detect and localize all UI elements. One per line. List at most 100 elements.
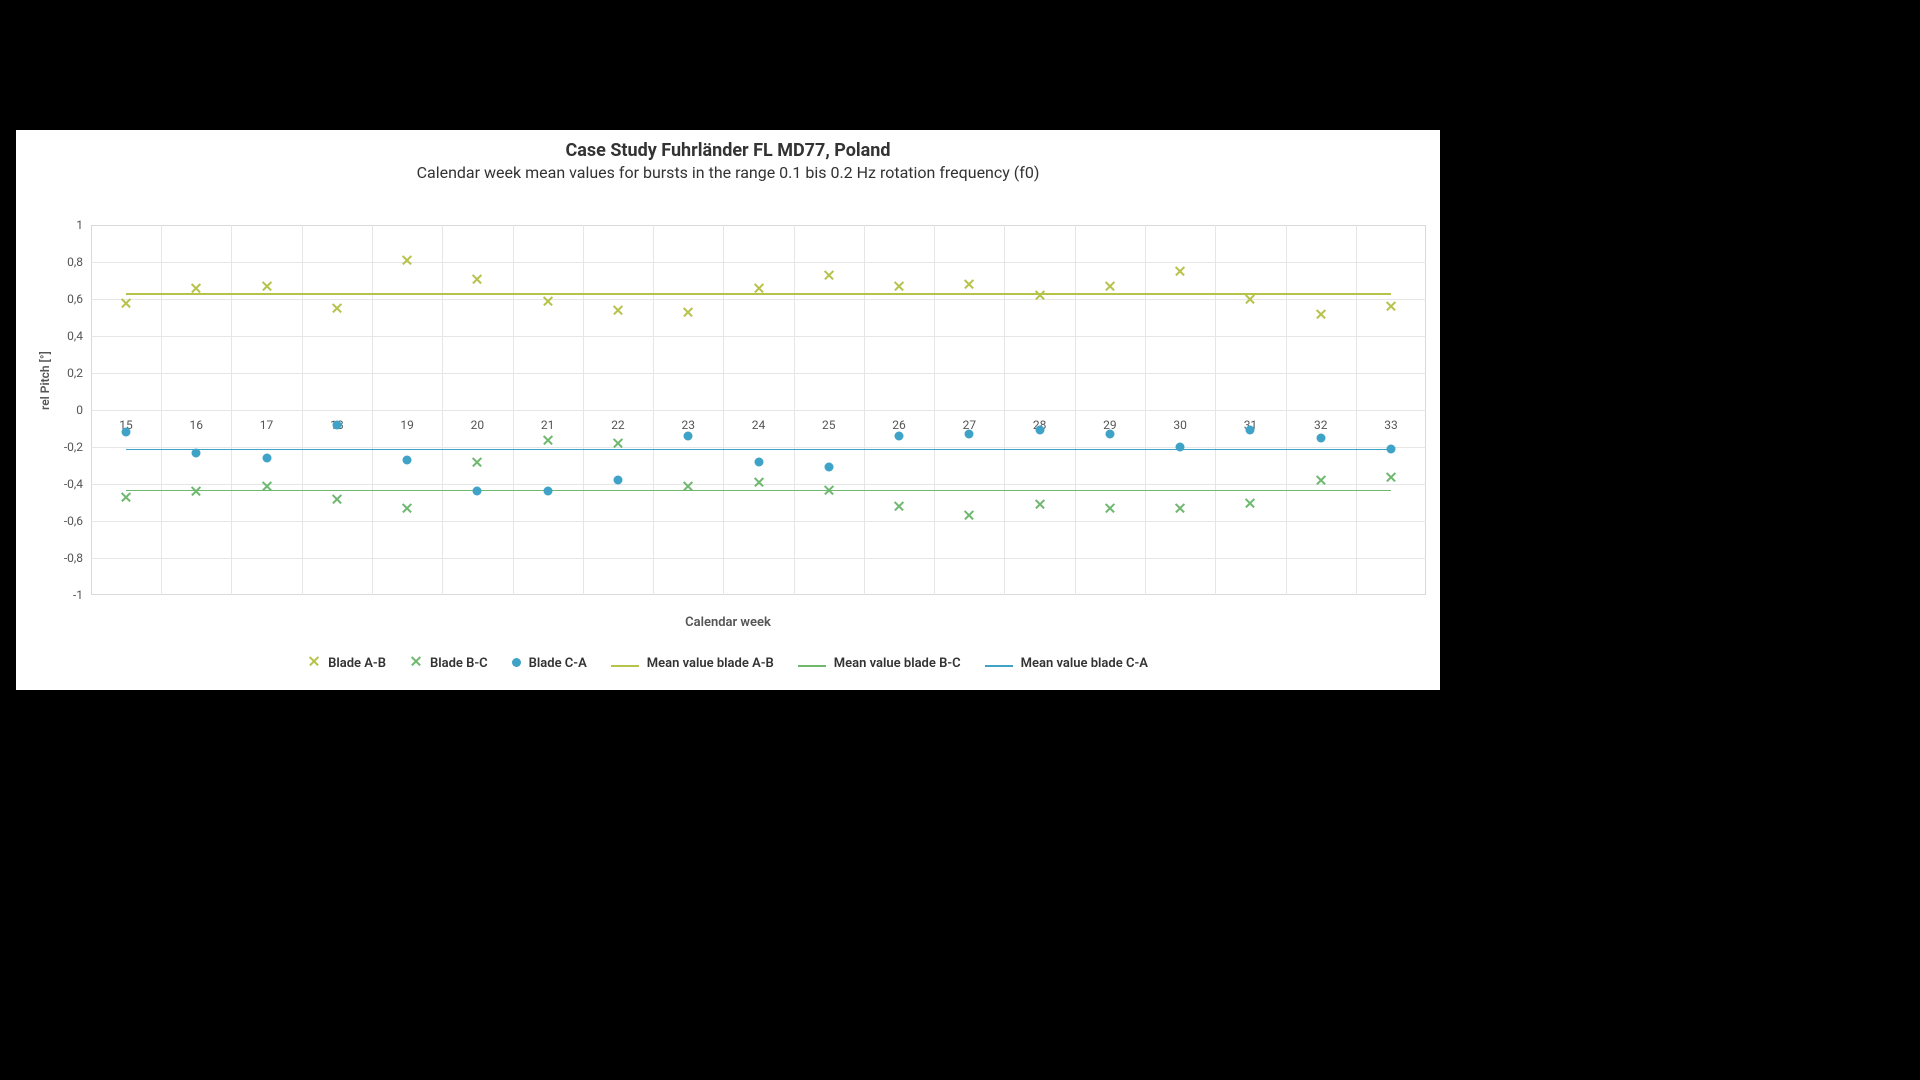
marker-dot-icon — [1316, 433, 1325, 442]
legend-label: Mean value blade C-A — [1021, 656, 1148, 671]
marker-x-icon — [753, 282, 765, 294]
marker-x-icon — [823, 269, 835, 281]
y-tick-label: 1 — [16, 218, 83, 232]
x-tick-label: 20 — [471, 418, 485, 432]
y-tick-label: 0,2 — [16, 366, 83, 380]
legend-item: Mean value blade A-B — [611, 656, 774, 671]
marker-x-icon — [120, 297, 132, 309]
marker-x-icon — [963, 509, 975, 521]
gridline-v — [1075, 225, 1076, 595]
marker-x-icon — [682, 306, 694, 318]
chart-title: Case Study Fuhrländer FL MD77, Poland — [16, 130, 1440, 161]
gridline-v — [1215, 225, 1216, 595]
marker-x-icon — [331, 493, 343, 505]
marker-x-icon — [542, 295, 554, 307]
gridline-v — [161, 225, 162, 595]
mean-line — [126, 490, 1391, 492]
marker-dot-icon — [1035, 426, 1044, 435]
marker-x-icon — [1034, 498, 1046, 510]
legend-item: Blade A-B — [308, 655, 386, 671]
marker-x-icon — [1104, 280, 1116, 292]
marker-dot-icon — [262, 454, 271, 463]
marker-dot-icon — [1246, 426, 1255, 435]
legend-line-icon — [985, 665, 1013, 667]
marker-x-icon — [612, 304, 624, 316]
x-tick-label: 21 — [541, 418, 555, 432]
y-tick-label: -0,6 — [16, 514, 83, 528]
gridline-h — [91, 521, 1426, 522]
gridline-v — [723, 225, 724, 595]
legend-label: Mean value blade B-C — [834, 656, 961, 671]
gridline-v — [372, 225, 373, 595]
marker-x-icon — [1244, 293, 1256, 305]
marker-x-icon — [1244, 497, 1256, 509]
marker-x-icon — [823, 484, 835, 496]
y-axis-label: rel Pitch [°] — [38, 351, 52, 410]
gridline-h — [91, 299, 1426, 300]
marker-x-icon — [612, 437, 624, 449]
mean-line — [126, 449, 1391, 451]
marker-x-icon — [1174, 502, 1186, 514]
marker-x-icon — [331, 302, 343, 314]
legend-label: Mean value blade A-B — [647, 656, 774, 671]
marker-x-icon — [120, 491, 132, 503]
gridline-v — [653, 225, 654, 595]
marker-x-icon — [753, 476, 765, 488]
x-tick-label: 25 — [822, 418, 836, 432]
y-tick-label: 0,6 — [16, 292, 83, 306]
marker-dot-icon — [192, 448, 201, 457]
marker-dot-icon — [473, 487, 482, 496]
legend-label: Blade B-C — [430, 656, 488, 671]
marker-x-icon — [401, 502, 413, 514]
legend-dot-icon — [512, 658, 521, 667]
marker-dot-icon — [965, 430, 974, 439]
plot-area: 15161718192021222324252627282930313233 — [91, 225, 1426, 595]
chart-panel: Case Study Fuhrländer FL MD77, Poland Ca… — [16, 130, 1440, 690]
gridline-v — [231, 225, 232, 595]
marker-x-icon — [1315, 474, 1327, 486]
marker-dot-icon — [543, 487, 552, 496]
marker-x-icon — [190, 282, 202, 294]
marker-x-icon — [893, 280, 905, 292]
x-axis-label: Calendar week — [16, 615, 1440, 630]
marker-x-icon — [261, 480, 273, 492]
marker-x-icon — [893, 500, 905, 512]
marker-x-icon — [1104, 502, 1116, 514]
legend-label: Blade A-B — [328, 656, 386, 671]
gridline-v — [442, 225, 443, 595]
marker-x-icon — [261, 280, 273, 292]
gridline-h — [91, 373, 1426, 374]
marker-dot-icon — [122, 428, 131, 437]
marker-dot-icon — [403, 455, 412, 464]
y-tick-label: -0,2 — [16, 440, 83, 454]
marker-dot-icon — [332, 420, 341, 429]
marker-x-icon — [401, 254, 413, 266]
legend-line-icon — [611, 665, 639, 667]
gridline-v — [583, 225, 584, 595]
marker-x-icon — [190, 485, 202, 497]
gridline-v — [934, 225, 935, 595]
marker-x-icon — [1174, 265, 1186, 277]
legend-x-icon — [410, 655, 422, 667]
marker-x-icon — [963, 278, 975, 290]
marker-x-icon — [682, 480, 694, 492]
y-tick-label: 0,4 — [16, 329, 83, 343]
y-tick-label: 0 — [16, 403, 83, 417]
gridline-v — [1286, 225, 1287, 595]
gridline-h — [91, 558, 1426, 559]
gridline-v — [302, 225, 303, 595]
marker-x-icon — [1385, 300, 1397, 312]
x-tick-label: 33 — [1384, 418, 1398, 432]
marker-x-icon — [1385, 471, 1397, 483]
x-tick-label: 24 — [752, 418, 766, 432]
marker-dot-icon — [1387, 444, 1396, 453]
marker-x-icon — [471, 273, 483, 285]
legend-item: Blade C-A — [512, 656, 587, 671]
x-tick-label: 22 — [611, 418, 625, 432]
marker-dot-icon — [613, 476, 622, 485]
chart-subtitle: Calendar week mean values for bursts in … — [16, 163, 1440, 182]
marker-x-icon — [471, 456, 483, 468]
gridline-h — [91, 410, 1426, 411]
marker-x-icon — [542, 434, 554, 446]
legend-item: Mean value blade B-C — [798, 656, 961, 671]
